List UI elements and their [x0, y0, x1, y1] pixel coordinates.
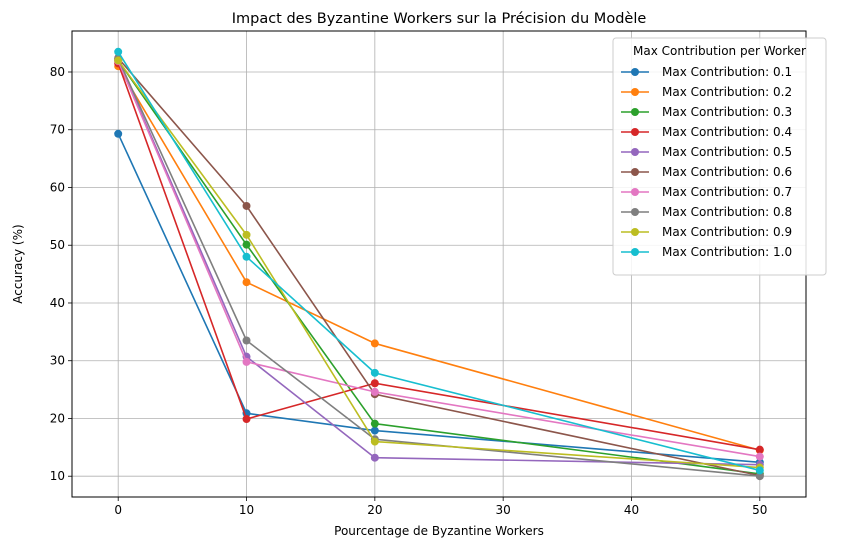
- chart-title: Impact des Byzantine Workers sur la Préc…: [232, 11, 647, 27]
- legend-item: Max Contribution: 0.3: [621, 105, 792, 119]
- y-axis-label: Accuracy (%): [11, 224, 25, 303]
- y-tick-label: 40: [50, 296, 65, 310]
- series-line: [117, 133, 760, 464]
- legend-swatch-marker: [631, 248, 639, 256]
- series-layer: [114, 47, 764, 481]
- data-point: [755, 445, 764, 454]
- data-point: [370, 368, 379, 377]
- x-tick-label: 0: [114, 503, 122, 517]
- y-tick-label: 70: [50, 123, 65, 137]
- legend-items: Max Contribution: 0.1 Max Contribution: 0…: [621, 65, 792, 259]
- legend-label: Max Contribution: 1.0: [662, 245, 792, 259]
- legend-item: Max Contribution: 0.9: [621, 225, 792, 239]
- legend-title: Max Contribution per Worker: [633, 44, 806, 58]
- data-point: [370, 453, 379, 462]
- legend-label: Max Contribution: 0.7: [662, 185, 792, 199]
- series-line: [117, 59, 760, 466]
- data-point: [755, 452, 764, 461]
- legend-label: Max Contribution: 0.5: [662, 145, 792, 159]
- data-point: [370, 426, 379, 435]
- legend-item: Max Contribution: 0.8: [621, 205, 792, 219]
- legend-swatch-marker: [631, 88, 639, 96]
- y-tick-label: 10: [50, 469, 65, 483]
- data-point: [370, 387, 379, 396]
- x-axis-label: Pourcentage de Byzantine Workers: [334, 524, 544, 538]
- series-10: [114, 47, 764, 475]
- data-point: [242, 336, 251, 345]
- data-point: [370, 379, 379, 388]
- data-point: [242, 240, 251, 249]
- y-tick-label: 60: [50, 180, 65, 194]
- data-point: [114, 129, 123, 138]
- x-tick-label: 20: [367, 503, 382, 517]
- data-point: [242, 357, 251, 366]
- data-point: [755, 466, 764, 475]
- legend-item: Max Contribution: 0.4: [621, 125, 792, 139]
- data-point: [242, 201, 251, 210]
- legend: Max Contribution per Worker Max Contribu…: [612, 37, 827, 276]
- legend-label: Max Contribution: 0.6: [662, 165, 792, 179]
- legend-item: Max Contribution: 0.7: [621, 185, 792, 199]
- legend-label: Max Contribution: 0.3: [662, 105, 792, 119]
- y-tick-label: 50: [50, 238, 65, 252]
- series-line: [117, 63, 760, 451]
- x-tick-label: 40: [624, 503, 639, 517]
- legend-swatch-marker: [631, 108, 639, 116]
- series-line: [117, 59, 760, 469]
- x-tick-label: 10: [239, 503, 254, 517]
- legend-swatch-marker: [631, 148, 639, 156]
- data-point: [242, 230, 251, 239]
- data-point: [755, 472, 764, 481]
- series-line: [117, 60, 760, 458]
- data-point: [370, 437, 379, 446]
- data-point: [242, 252, 251, 261]
- data-point: [242, 278, 251, 287]
- series-line: [117, 59, 760, 475]
- series-line: [117, 57, 760, 477]
- legend-frame: [612, 37, 827, 276]
- legend-item: Max Contribution: 0.2: [621, 85, 792, 99]
- y-tick-label: 20: [50, 411, 65, 425]
- legend-swatch-marker: [631, 208, 639, 216]
- data-point: [114, 47, 123, 56]
- y-tick-label: 80: [50, 65, 65, 79]
- series-line: [117, 58, 760, 478]
- series-line: [117, 51, 761, 472]
- legend-swatch-marker: [631, 128, 639, 136]
- legend-swatch-marker: [631, 188, 639, 196]
- data-point: [114, 56, 123, 65]
- x-tick-label: 30: [496, 503, 511, 517]
- legend-label: Max Contribution: 0.9: [662, 225, 792, 239]
- y-tick-label: 30: [50, 354, 65, 368]
- x-tick-label: 50: [752, 503, 767, 517]
- legend-item: Max Contribution: 0.1: [621, 65, 792, 79]
- legend-item: Max Contribution: 1.0: [621, 245, 792, 259]
- data-point: [370, 419, 379, 428]
- legend-item: Max Contribution: 0.6: [621, 165, 792, 179]
- ticks: 0 10 20 30 40 50 10 20 30 40 50 60 70 80: [50, 65, 768, 517]
- legend-label: Max Contribution: 0.8: [662, 205, 792, 219]
- legend-item: Max Contribution: 0.5: [621, 145, 792, 159]
- legend-swatch-marker: [631, 228, 639, 236]
- legend-label: Max Contribution: 0.1: [662, 65, 792, 79]
- legend-swatch-marker: [631, 68, 639, 76]
- legend-label: Max Contribution: 0.2: [662, 85, 792, 99]
- legend-label: Max Contribution: 0.4: [662, 125, 792, 139]
- legend-swatch-marker: [631, 168, 639, 176]
- series-line: [117, 65, 761, 451]
- data-point: [242, 415, 251, 424]
- data-point: [370, 339, 379, 348]
